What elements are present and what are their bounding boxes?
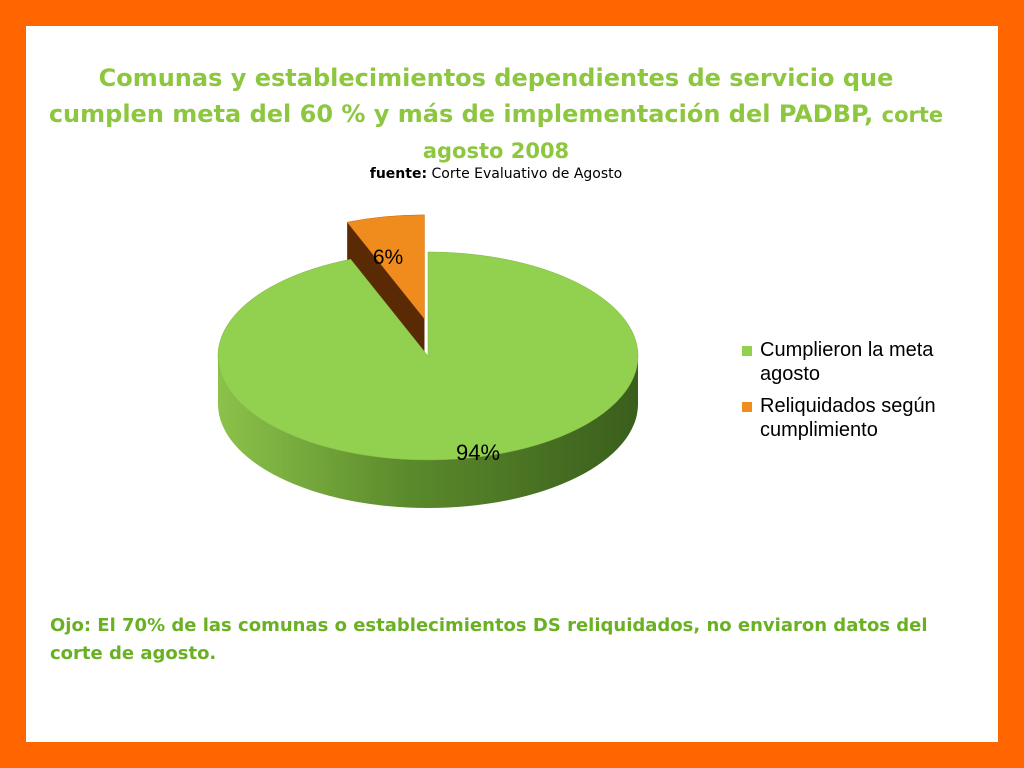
legend-label-cumplieron: Cumplieron la meta agosto [760,339,934,385]
pie-layer: 94% 6% [217,214,639,508]
legend-swatch-cumplieron [742,346,752,356]
slice-cumplieron [217,251,639,461]
note-text: Ojo: El 70% de las comunas o establecimi… [50,615,928,664]
source-label: fuente: [369,166,428,182]
title-line-2: cumplen meta del 60 % y más de implement… [26,96,966,133]
title-line-1: Comunas y establecimientos dependientes … [98,64,894,92]
title-line-3: agosto 2008 [422,139,570,163]
slice-cumplieron-side [218,356,638,508]
title-line-2-main: cumplen meta del 60 % y más de implement… [48,100,874,128]
slide-title: Comunas y establecimientos dependientes … [26,60,966,169]
chart-legend: Cumplieron la meta agosto Reliquidados s… [740,338,980,450]
source-text: Corte Evaluativo de Agosto [431,166,623,182]
slice-reliquidados [346,214,425,320]
title-line-2-small: corte [881,103,944,127]
legend-item-cumplieron: Cumplieron la meta agosto [740,338,980,386]
data-label-cumplieron: 94% [456,440,500,465]
data-label-reliquidados: 6% [373,246,403,269]
source-line: fuente: Corte Evaluativo de Agosto [26,166,966,182]
legend-item-reliquidados: Reliquidados según cumplimiento [740,394,980,442]
legend-swatch-reliquidados [742,402,752,412]
slide: Comunas y establecimientos dependientes … [26,26,998,742]
legend-label-reliquidados: Reliquidados según cumplimiento [760,395,936,441]
pie-chart: 94% 6% [217,214,639,508]
